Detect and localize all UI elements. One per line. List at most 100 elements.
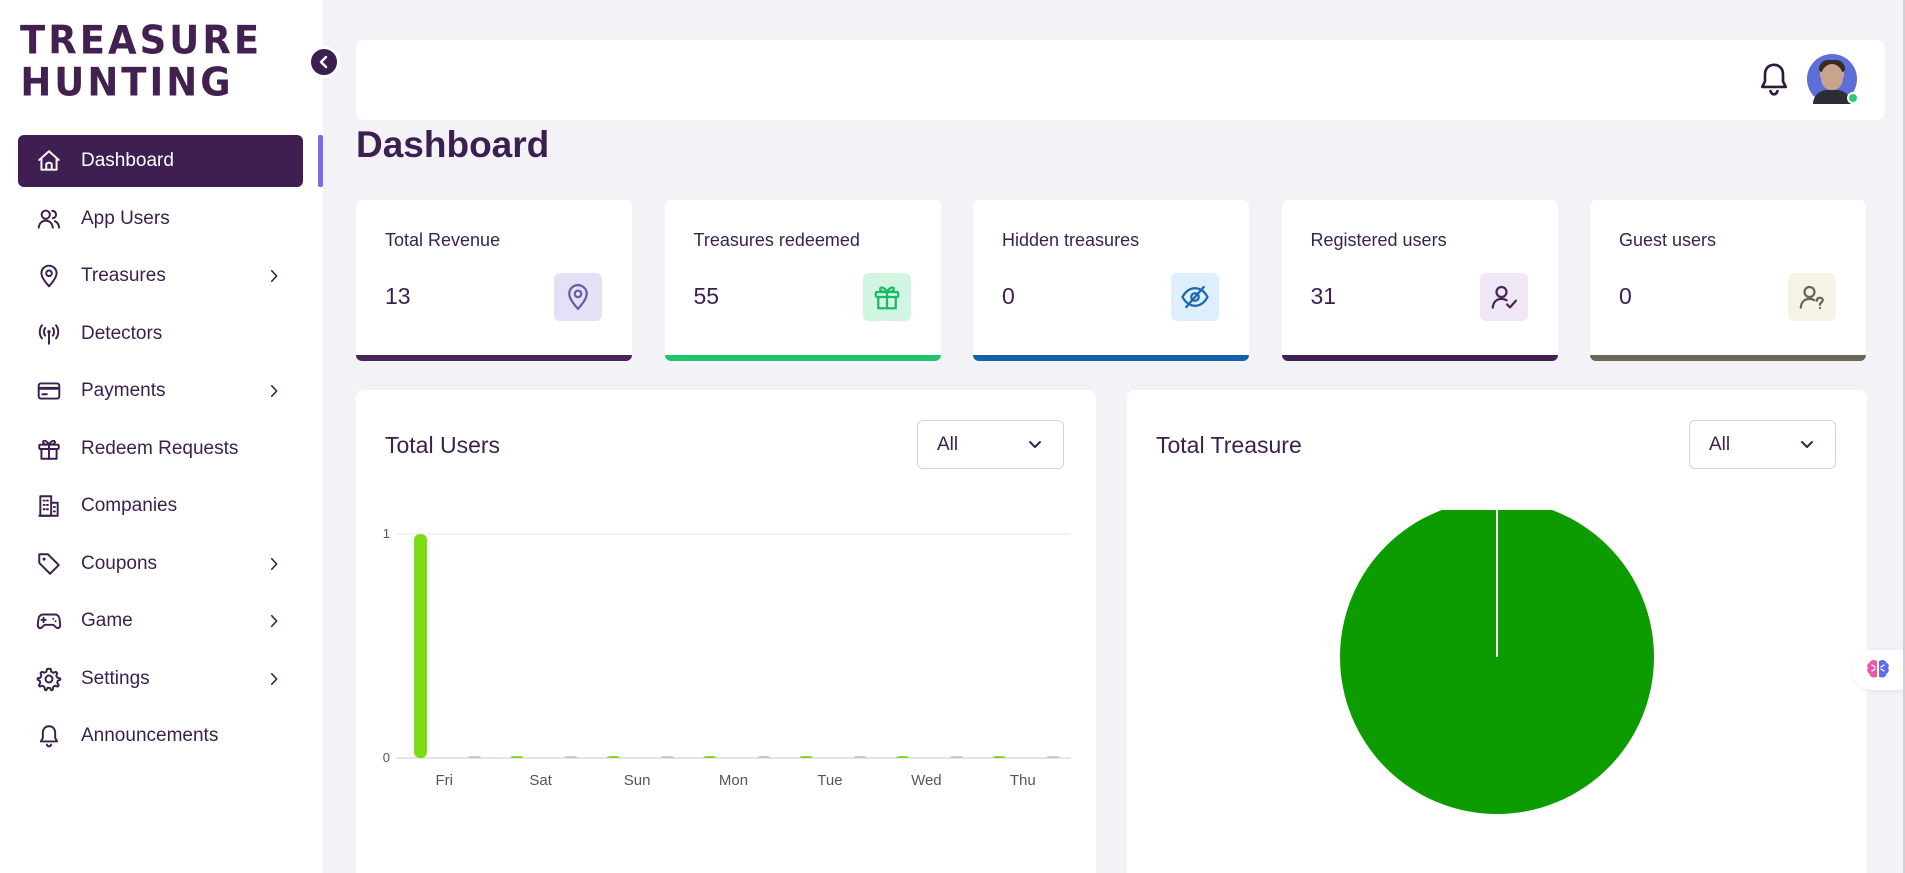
bar xyxy=(564,756,578,758)
gift-icon xyxy=(874,286,899,310)
app-logo[interactable]: TREASURE HUNTING xyxy=(20,19,259,106)
active-nav-marker xyxy=(318,135,323,187)
stat-icon-badge xyxy=(862,273,911,321)
sidebar-item-label: Detectors xyxy=(81,322,163,344)
submenu-chevron xyxy=(265,555,283,579)
sidebar-item-label: Companies xyxy=(81,495,178,516)
stat-icon-badge xyxy=(1171,273,1219,321)
sidebar-item-icon xyxy=(36,551,62,577)
credit-card-icon xyxy=(37,382,61,400)
bar xyxy=(703,756,717,758)
brain-icon xyxy=(1867,659,1889,678)
user-avatar[interactable] xyxy=(1807,54,1859,104)
sidebar-item-redeem-requests[interactable]: Redeem Requests xyxy=(18,423,303,475)
chevron-left-icon xyxy=(319,55,328,69)
sidebar-item-icon xyxy=(36,436,62,462)
page-title: Dashboard xyxy=(356,124,550,165)
sidebar-item-announcements[interactable]: Announcements xyxy=(18,710,303,762)
total-users-bar-chart: 0 1 Fri Sat Sun Mon Tue Wed Thu xyxy=(383,526,1071,789)
total-treasure-filter-value: All xyxy=(1709,433,1731,455)
bar xyxy=(606,756,620,758)
sidebar-item-coupons[interactable]: Coupons xyxy=(18,538,303,590)
stat-accent-bar xyxy=(356,355,632,361)
total-treasure-panel: Total Treasure All xyxy=(1127,390,1867,873)
stat-card-total-revenue[interactable]: Total Revenue 13 xyxy=(356,200,632,361)
total-users-panel: Total Users All 0 1 Fri Sat Sun Mon Tue Wed Thu xyxy=(356,390,1096,873)
stat-label: Total Revenue xyxy=(385,230,501,250)
y-tick-label: 0 xyxy=(383,750,390,765)
stat-card-hidden-treasures[interactable]: Hidden treasures 0 xyxy=(973,200,1249,361)
submenu-chevron xyxy=(265,382,283,406)
logo-line-2: HUNTING xyxy=(20,59,234,106)
stat-value: 31 xyxy=(1310,283,1337,309)
sidebar-nav: Dashboard App Users Treasures Detectors Paym… xyxy=(18,135,303,768)
stat-accent-bar xyxy=(1281,355,1558,361)
total-users-title: Total Users xyxy=(385,432,501,458)
stat-card-registered-users[interactable]: Registered users 31 xyxy=(1281,200,1558,361)
gift-icon xyxy=(38,439,60,460)
notifications-button[interactable] xyxy=(1757,62,1791,103)
bar xyxy=(1046,756,1060,758)
user-question-icon xyxy=(1799,285,1824,310)
stat-label: Treasures redeemed xyxy=(693,230,860,250)
stat-icon-badge xyxy=(1788,273,1836,321)
antenna-icon xyxy=(38,323,60,345)
total-users-filter-value: All xyxy=(937,433,959,455)
online-status-dot xyxy=(1847,92,1859,104)
eye-off-icon xyxy=(1181,285,1209,309)
bell-icon xyxy=(1760,63,1788,96)
total-treasure-title: Total Treasure xyxy=(1156,432,1302,458)
collapse-sidebar-button[interactable] xyxy=(308,46,340,78)
tag-icon xyxy=(38,552,60,575)
stat-card-guest-users[interactable]: Guest users 0 xyxy=(1590,200,1866,361)
sidebar-item-icon xyxy=(36,378,62,404)
sidebar-item-icon xyxy=(36,148,62,174)
stat-icon-badge xyxy=(1479,273,1528,321)
sidebar-item-companies[interactable]: Companies xyxy=(18,480,303,532)
bar xyxy=(896,756,910,758)
chevron-right-icon xyxy=(270,614,278,628)
stat-card-treasures-redeemed[interactable]: Treasures redeemed 55 xyxy=(664,200,941,361)
stat-value: 0 xyxy=(1002,283,1015,309)
submenu-chevron xyxy=(265,670,283,694)
ai-assistant-button[interactable] xyxy=(1852,650,1904,690)
chevron-down-icon xyxy=(1801,441,1813,448)
sidebar-item-icon xyxy=(36,723,62,749)
sidebar: TREASURE HUNTING Dashboard App Users Treas… xyxy=(0,0,340,873)
sidebar-item-treasures[interactable]: Treasures xyxy=(18,250,303,302)
map-pin-icon xyxy=(568,284,588,310)
sidebar-item-icon xyxy=(36,608,62,634)
x-tick-label: Sat xyxy=(529,772,552,789)
sidebar-item-label: App Users xyxy=(81,207,170,229)
total-treasure-filter-select[interactable]: All xyxy=(1689,420,1836,469)
bar xyxy=(992,756,1006,758)
sidebar-item-detectors[interactable]: Detectors xyxy=(18,308,303,360)
total-users-filter-select[interactable]: All xyxy=(917,420,1064,469)
x-tick-label: Sun xyxy=(624,772,651,789)
sidebar-item-label: Coupons xyxy=(81,552,158,574)
sidebar-item-app-users[interactable]: App Users xyxy=(18,193,303,245)
users-icon xyxy=(37,209,61,229)
stat-label: Registered users xyxy=(1310,230,1447,250)
pie-slice xyxy=(1340,510,1654,814)
stat-label: Guest users xyxy=(1619,230,1717,250)
chevron-right-icon xyxy=(270,269,278,283)
y-tick-label: 1 xyxy=(383,526,390,541)
stat-accent-bar xyxy=(973,355,1249,361)
submenu-chevron xyxy=(265,267,283,291)
top-bar xyxy=(356,40,1885,120)
sidebar-item-game[interactable]: Game xyxy=(18,595,303,647)
chevron-right-icon xyxy=(270,557,278,570)
sidebar-item-icon xyxy=(36,321,62,347)
sidebar-item-icon xyxy=(36,206,62,232)
bar xyxy=(510,756,524,758)
sidebar-item-payments[interactable]: Payments xyxy=(18,365,303,417)
chevron-right-icon xyxy=(270,672,278,685)
bar xyxy=(799,756,813,758)
submenu-chevron xyxy=(265,612,283,636)
sidebar-item-dashboard[interactable]: Dashboard xyxy=(18,135,303,187)
sidebar-item-settings[interactable]: Settings xyxy=(18,653,303,705)
window-edge xyxy=(1903,0,1905,873)
user-check-icon xyxy=(1491,285,1517,309)
stat-cards: Total Revenue 13 Treasures redeemed 55 Hidde… xyxy=(356,200,1867,361)
